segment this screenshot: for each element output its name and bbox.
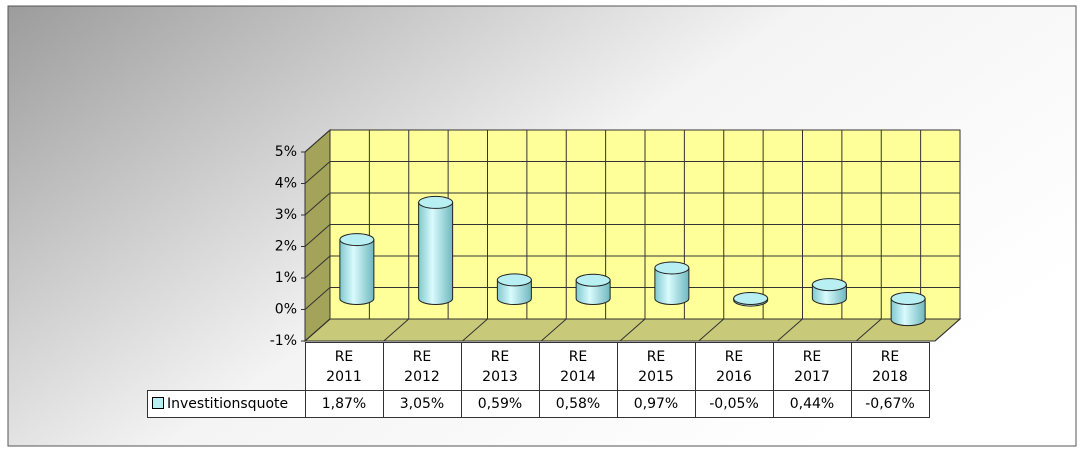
x-tick-label: RE 2018: [872, 348, 908, 385]
x-tick-label: RE 2017: [794, 348, 830, 385]
floor-line: [698, 318, 725, 342]
cylinder-top: [654, 261, 690, 275]
floor-line: [855, 318, 882, 342]
grid-line-side: [304, 192, 331, 216]
cylinder-body: [418, 201, 454, 305]
cylinder-top: [733, 292, 769, 305]
floor-line: [619, 318, 646, 342]
y-tick-label: 0%: [275, 302, 297, 318]
legend-label: Investitionsquote: [167, 396, 289, 412]
y-tick-label: 4%: [275, 176, 297, 192]
grid-line-side: [304, 287, 331, 310]
cylinder-body: [654, 267, 690, 305]
grid-line-side: [304, 224, 331, 247]
floor-line: [383, 318, 410, 342]
floor-line: [462, 318, 488, 342]
cylinder-top: [890, 292, 926, 305]
value-label: 1,87%: [304, 390, 384, 418]
legend-swatch: [152, 397, 164, 409]
category-cell: RE 2013: [460, 342, 540, 391]
grid-line-side: [304, 161, 331, 184]
category-cell: RE 2018: [850, 342, 930, 391]
legend-cell: Investitionsquote: [147, 390, 306, 418]
floor-line: [777, 318, 803, 342]
value-label: 3,05%: [382, 390, 462, 418]
category-cell: RE 2015: [616, 342, 696, 391]
category-cell: RE 2017: [772, 342, 852, 391]
grid-line-side: [304, 255, 331, 279]
category-cell: RE 2012: [382, 342, 462, 391]
value-label: -0,67%: [850, 390, 930, 418]
value-label: 0,97%: [616, 390, 696, 418]
value-label: -0,05%: [694, 390, 774, 418]
cylinder-top: [496, 273, 532, 287]
x-tick-label: RE 2013: [482, 348, 518, 385]
value-label: 0,58%: [538, 390, 618, 418]
x-tick-label: RE 2016: [716, 348, 752, 385]
cylinder-top: [575, 273, 611, 287]
x-tick-label: RE 2014: [560, 348, 596, 385]
y-tick-label: 2%: [275, 239, 297, 255]
cylinder-body: [496, 279, 532, 305]
floor-line: [540, 318, 567, 342]
cylinder-body: [575, 279, 611, 305]
x-tick-label: RE 2011: [326, 348, 362, 385]
cylinder-body: [339, 239, 375, 305]
y-tick-label: 3%: [275, 207, 297, 223]
x-tick-label: RE 2015: [638, 348, 674, 385]
category-cell: RE 2014: [538, 342, 618, 391]
floor-line: [934, 318, 961, 342]
y-tick-label: 1%: [275, 270, 297, 286]
blank-cell: [148, 343, 306, 391]
floor-line: [304, 318, 331, 342]
value-label: 0,44%: [772, 390, 852, 418]
grid-line-side: [304, 129, 331, 153]
data-table: RE 2011 RE 2012 RE 2013 RE 2014 RE 2015 RE 20…: [147, 342, 930, 418]
category-cell: RE 2011: [304, 342, 384, 391]
value-label: 0,59%: [460, 390, 540, 418]
cylinder-body: [890, 298, 926, 327]
cylinder-top: [418, 195, 454, 209]
y-tick-label: 5%: [275, 144, 297, 160]
cylinder-top: [811, 278, 847, 292]
cylinder-top: [339, 233, 375, 247]
x-tick-label: RE 2012: [404, 348, 440, 385]
category-cell: RE 2016: [694, 342, 774, 391]
y-tick-label: -1%: [270, 333, 297, 349]
